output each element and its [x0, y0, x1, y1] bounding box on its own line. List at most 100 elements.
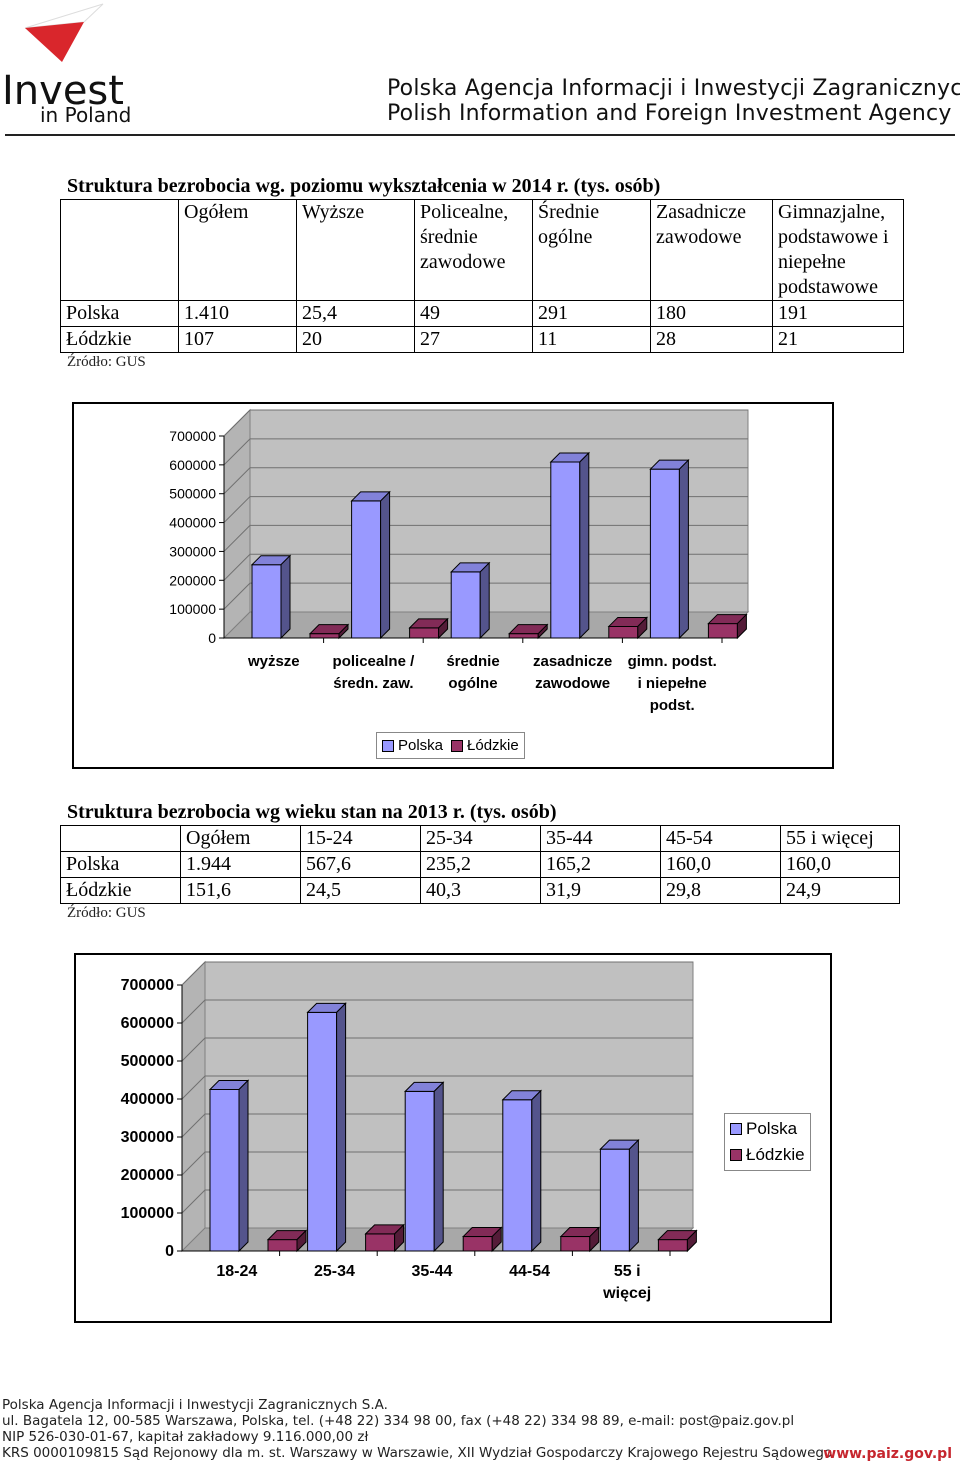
logo-flag-icon: Invest in Poland	[2, 3, 131, 127]
y-tick-label: 100000	[121, 1205, 174, 1222]
table-cell: 160,0	[780, 851, 900, 878]
bar-lodzkie-side	[589, 1226, 600, 1253]
footer-website-link[interactable]: www.paiz.gov.pl	[823, 1446, 952, 1462]
bar-polska-front	[450, 571, 481, 639]
table-cell: 31,9	[540, 877, 661, 904]
table-row: Łódzkie 107 20 27 11 28 21	[60, 326, 904, 353]
bar-polska-side	[336, 1002, 347, 1253]
bar-lodzkie-front	[462, 1236, 493, 1252]
logo-in-poland-text: in Poland	[40, 103, 131, 127]
table-header-cell: 35-44	[540, 825, 661, 852]
legend-item-lodzkie: Łódzkie	[451, 737, 519, 754]
bar-lodzkie-front	[309, 633, 340, 639]
x-category-label: 35-44	[412, 1263, 453, 1280]
table-cell: 24,5	[300, 877, 421, 904]
y-tick-label: 200000	[169, 572, 216, 588]
age-chart: 0 100000 200000 300000 400000 500000 600000 700…	[74, 953, 832, 1323]
bar-polska-front	[649, 468, 680, 639]
bar-polska-front	[307, 1011, 338, 1252]
x-category-label: 18-24	[216, 1263, 257, 1280]
table-header-cell: Policealne, średnie zawodowe	[414, 199, 533, 301]
logo-invest-text: Invest	[2, 68, 124, 114]
legend-item-polska: Polska	[382, 737, 443, 754]
table-cell: 28	[650, 326, 773, 353]
table-cell: 180	[650, 300, 773, 327]
x-category-label: zawodowe	[535, 675, 610, 692]
gridline	[181, 1037, 693, 1062]
bar-lodzkie-front	[409, 627, 440, 639]
table-cell: 1.944	[180, 851, 301, 878]
table-cell: Polska	[60, 300, 179, 327]
table-row: Łódzkie 151,6 24,5 40,3 31,9 29,8 24,9	[60, 877, 900, 904]
bar-polska-side	[433, 1081, 444, 1253]
table-header-cell: Wyższe	[296, 199, 415, 301]
x-category-label: średn. zaw.	[333, 675, 413, 692]
table-cell: Łódzkie	[60, 326, 179, 353]
table-header-cell: Ogółem	[180, 825, 301, 852]
gridline	[223, 409, 748, 437]
bar-polska-front	[502, 1099, 533, 1252]
gridline	[181, 1075, 693, 1100]
table-cell: 27	[414, 326, 533, 353]
x-category-label: więcej	[602, 1285, 651, 1302]
table-cell: 567,6	[300, 851, 421, 878]
legend-swatch	[382, 739, 394, 752]
x-category-label: podst.	[650, 697, 695, 714]
table-cell: 107	[178, 326, 297, 353]
legend-label: Polska	[398, 737, 444, 754]
x-category-label: policealne /	[333, 653, 416, 670]
header-divider	[5, 134, 955, 136]
table-header-cell: Gimnazjalne, podstawowe i niepełne podst…	[772, 199, 904, 301]
x-category-label: gimn. podst.	[628, 653, 717, 670]
footer-address: ul. Bagatela 12, 00-585 Warszawa, Polska…	[2, 1413, 795, 1429]
y-tick-label: 0	[208, 630, 216, 646]
bar-polska-side	[380, 490, 391, 640]
table-cell: 235,2	[420, 851, 541, 878]
table-cell: Polska	[60, 851, 181, 878]
x-category-label: zasadnicze	[533, 653, 612, 670]
age-chart-svg: 0 100000 200000 300000 400000 500000 600000 700…	[121, 960, 698, 1302]
table-cell: 165,2	[540, 851, 661, 878]
y-tick-label: 700000	[121, 977, 174, 994]
x-category-label: 44-54	[509, 1263, 550, 1280]
bar-polska-front	[209, 1089, 240, 1252]
table1-source: Źródło: GUS	[67, 354, 146, 370]
bar-lodzkie-front	[508, 633, 539, 639]
bar-lodzkie-side	[338, 623, 349, 640]
agency-name-pl: Polska Agencja Informacji i Inwestycji Z…	[387, 76, 960, 101]
bar-polska-side	[280, 554, 291, 640]
legend-label: Łódzkie	[746, 1145, 805, 1164]
x-category-label: średnie	[446, 653, 499, 670]
legend-swatch	[730, 1149, 742, 1161]
y-tick-label: 500000	[169, 486, 216, 502]
y-tick-label: 600000	[121, 1015, 174, 1032]
bar-polska-side	[628, 1138, 639, 1253]
bar-polska-side	[579, 451, 590, 640]
bar-lodzkie-front	[560, 1236, 591, 1252]
education-chart-svg: 0 100000 200000 300000 400000 500000 600000 700…	[169, 408, 750, 714]
bar-lodzkie-side	[438, 617, 449, 640]
legend-swatch	[730, 1123, 742, 1135]
table-cell: Łódzkie	[60, 877, 181, 904]
x-category-label: 55 i	[614, 1263, 641, 1280]
chart2-legend: Polska Łódzkie	[724, 1113, 811, 1171]
table-cell: 21	[772, 326, 904, 353]
table-header-cell: 45-54	[660, 825, 781, 852]
table-header-cell: 25-34	[420, 825, 541, 852]
table2-source: Źródło: GUS	[67, 905, 146, 921]
bar-lodzkie-side	[491, 1226, 502, 1253]
agency-name-en: Polish Information and Foreign Investmen…	[387, 101, 952, 126]
footer-tax-info: NIP 526-030-01-67, kapitał zakładowy 9.1…	[2, 1429, 369, 1445]
table-cell: 11	[532, 326, 651, 353]
table-cell: 160,0	[660, 851, 781, 878]
legend-item-polska: Polska	[730, 1116, 805, 1142]
y-tick-label: 600000	[169, 457, 216, 473]
bar-polska-side	[678, 458, 689, 640]
gridline	[181, 999, 693, 1024]
chart-side-wall	[181, 960, 206, 1253]
chart1-legend: Polska Łódzkie	[376, 732, 525, 759]
legend-label: Łódzkie	[467, 737, 519, 754]
x-category-label: ogólne	[448, 675, 497, 692]
bar-lodzkie-side	[296, 1229, 307, 1253]
x-category-label: wyższe	[247, 653, 300, 670]
